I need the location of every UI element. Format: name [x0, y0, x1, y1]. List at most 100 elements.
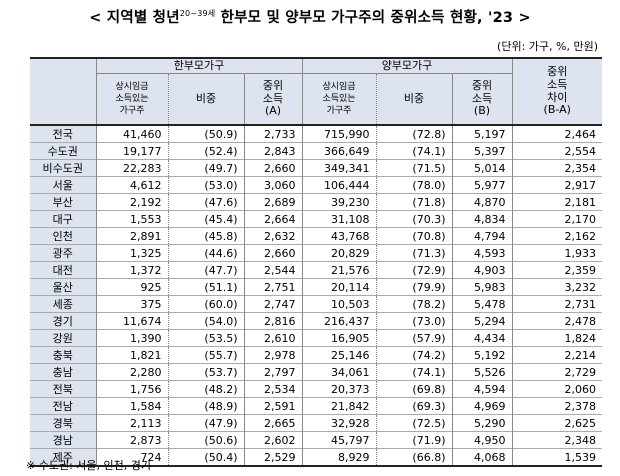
- single-ratio-cell: (50.9): [167, 125, 244, 143]
- two-ratio-cell: (72.8): [375, 125, 452, 143]
- two-median-cell: 4,870: [451, 193, 512, 211]
- title-superscript: 20~39세: [179, 9, 216, 18]
- diff-cell: 2,917: [511, 176, 602, 194]
- two-ratio-cell: (71.5): [375, 159, 452, 177]
- diff-cell: 2,348: [511, 431, 602, 449]
- single-parent-header: 한부모가구: [95, 58, 302, 74]
- single-ratio-cell: (54.0): [167, 312, 244, 330]
- single-median-cell: 2,660: [243, 244, 302, 262]
- region-cell: 충남: [30, 363, 96, 381]
- two-count-cell: 39,230: [301, 193, 376, 211]
- two-ratio-cell: (73.0): [375, 312, 452, 330]
- single-ratio-cell: (47.7): [167, 261, 244, 279]
- single-count-cell: 1,821: [95, 346, 168, 364]
- two-median-cell: 4,834: [451, 210, 512, 228]
- single-ratio-cell: (49.7): [167, 159, 244, 177]
- diff-cell: 2,729: [511, 363, 602, 381]
- two-count-cell: 10,503: [301, 295, 376, 313]
- single-ratio-cell: (53.5): [167, 329, 244, 347]
- single-median-cell: 2,610: [243, 329, 302, 347]
- single-count-cell: 4,612: [95, 176, 168, 194]
- single-median-cell: 2,733: [243, 125, 302, 143]
- single-ratio-cell: (53.7): [167, 363, 244, 381]
- diff-cell: 2,554: [511, 142, 602, 160]
- single-count-cell: 11,674: [95, 312, 168, 330]
- single-ratio-header: 비중: [167, 73, 244, 125]
- region-cell: 부산: [30, 193, 96, 211]
- single-count-cell: 22,283: [95, 159, 168, 177]
- two-ratio-cell: (70.8): [375, 227, 452, 245]
- two-ratio-cell: (57.9): [375, 329, 452, 347]
- region-cell: 경남: [30, 431, 96, 449]
- single-ratio-cell: (50.4): [167, 448, 244, 466]
- two-count-cell: 715,990: [301, 125, 376, 143]
- two-ratio-cell: (71.3): [375, 244, 452, 262]
- region-cell: 광주: [30, 244, 96, 262]
- two-count-cell: 106,444: [301, 176, 376, 194]
- region-cell: 서울: [30, 176, 96, 194]
- title-text-rest: 한부모 및 양부모 가구주의 중위소득 현황, '23 >: [215, 10, 531, 26]
- two-count-cell: 45,797: [301, 431, 376, 449]
- diff-cell: 2,478: [511, 312, 602, 330]
- header-row-group: 한부모가구 양부모가구 중위 소득 차이 (B-A): [30, 58, 602, 125]
- table-row: 충북 1,821 (55.7) 2,978 25,146 (74.2) 5,192 2,214: [30, 346, 602, 364]
- diff-cell: 2,731: [511, 295, 602, 313]
- single-median-cell: 2,534: [243, 380, 302, 398]
- region-cell: 전국: [30, 125, 96, 143]
- two-median-cell: 5,197: [451, 125, 512, 143]
- single-count-cell: 1,325: [95, 244, 168, 262]
- two-count-cell: 8,929: [301, 448, 376, 466]
- single-median-cell: 2,632: [243, 227, 302, 245]
- two-ratio-cell: (66.8): [375, 448, 452, 466]
- single-ratio-cell: (51.1): [167, 278, 244, 296]
- region-cell: 수도권: [30, 142, 96, 160]
- two-count-cell: 43,768: [301, 227, 376, 245]
- two-ratio-header: 비중: [375, 73, 452, 125]
- region-cell: 전북: [30, 380, 96, 398]
- table-row: 대전 1,372 (47.7) 2,544 21,576 (72.9) 4,903 2,359: [30, 261, 602, 279]
- two-count-cell: 366,649: [301, 142, 376, 160]
- two-count-cell: 21,576: [301, 261, 376, 279]
- table-row: 서울 4,612 (53.0) 3,060 106,444 (78.0) 5,977 2,91…: [30, 176, 602, 194]
- single-median-cell: 2,665: [243, 414, 302, 432]
- table-row: 경기 11,674 (54.0) 2,816 216,437 (73.0) 5,294 2,4…: [30, 312, 602, 330]
- region-cell: 세종: [30, 295, 96, 313]
- single-median-cell: 2,747: [243, 295, 302, 313]
- two-median-cell: 4,969: [451, 397, 512, 415]
- two-count-cell: 20,829: [301, 244, 376, 262]
- diff-cell: 2,359: [511, 261, 602, 279]
- diff-cell: 2,181: [511, 193, 602, 211]
- table-row: 제주 724 (50.4) 2,529 8,929 (66.8) 4,068 1,539: [30, 448, 602, 466]
- single-median-cell: 3,060: [243, 176, 302, 194]
- single-count-cell: 724: [95, 448, 168, 466]
- two-median-cell: 5,397: [451, 142, 512, 160]
- single-ratio-cell: (52.4): [167, 142, 244, 160]
- single-ratio-cell: (45.8): [167, 227, 244, 245]
- region-cell: 충북: [30, 346, 96, 364]
- diff-cell: 2,162: [511, 227, 602, 245]
- two-median-cell: 5,478: [451, 295, 512, 313]
- region-cell: 경북: [30, 414, 96, 432]
- diff-cell: 2,625: [511, 414, 602, 432]
- two-count-cell: 31,108: [301, 210, 376, 228]
- two-median-cell: 4,068: [451, 448, 512, 466]
- single-ratio-cell: (45.4): [167, 210, 244, 228]
- two-ratio-cell: (74.1): [375, 363, 452, 381]
- single-count-cell: 2,280: [95, 363, 168, 381]
- region-cell: 대구: [30, 210, 96, 228]
- two-count-cell: 34,061: [301, 363, 376, 381]
- diff-cell: 1,933: [511, 244, 602, 262]
- single-median-cell: 2,664: [243, 210, 302, 228]
- diff-cell: 2,464: [511, 125, 602, 143]
- table-row: 비수도권 22,283 (49.7) 2,660 349,341 (71.5) 5,014 2…: [30, 159, 602, 177]
- single-count-cell: 41,460: [95, 125, 168, 143]
- table-row: 경남 2,873 (50.6) 2,602 45,797 (71.9) 4,950 2,348: [30, 431, 602, 449]
- table-row: 세종 375 (60.0) 2,747 10,503 (78.2) 5,478 2,731: [30, 295, 602, 313]
- region-cell: 대전: [30, 261, 96, 279]
- single-count-cell: 925: [95, 278, 168, 296]
- single-count-cell: 1,584: [95, 397, 168, 415]
- two-ratio-cell: (74.2): [375, 346, 452, 364]
- two-median-header: 중위 소득 (B): [451, 73, 512, 125]
- single-median-cell: 2,689: [243, 193, 302, 211]
- two-median-cell: 4,903: [451, 261, 512, 279]
